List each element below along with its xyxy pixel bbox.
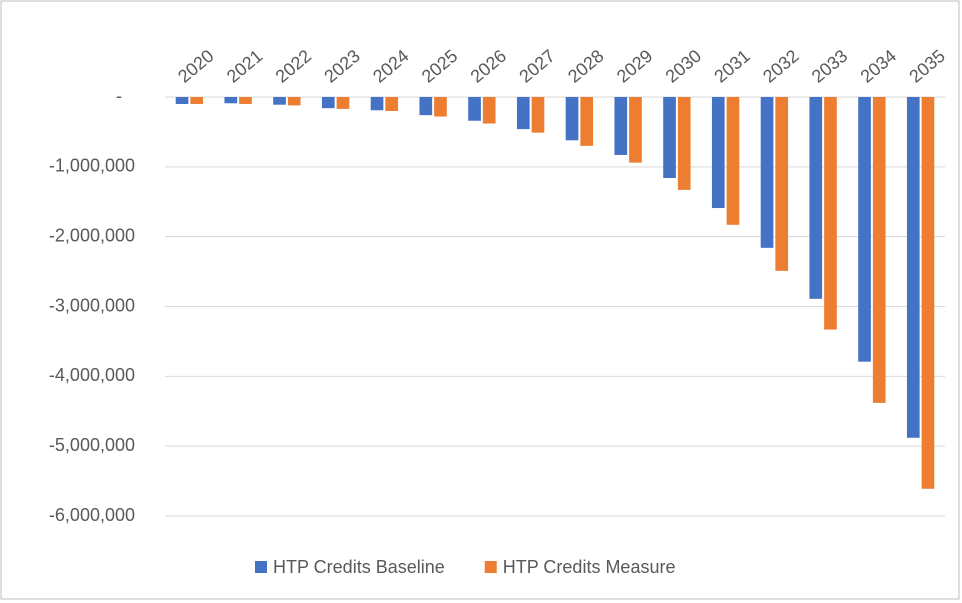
bar	[239, 97, 252, 104]
legend-label: HTP Credits Measure	[503, 557, 676, 577]
bar	[809, 97, 823, 299]
bar	[321, 97, 335, 109]
bar	[663, 97, 676, 179]
y-tick-label: -2,000,000	[49, 225, 135, 245]
bar	[434, 97, 447, 117]
bar	[419, 97, 433, 116]
bar	[190, 97, 204, 104]
bar	[516, 97, 530, 130]
legend-label: HTP Credits Baseline	[273, 557, 445, 577]
bar	[287, 97, 301, 106]
bar	[760, 97, 774, 248]
bar	[677, 97, 691, 190]
y-tick-label: -1,000,000	[49, 156, 135, 176]
bar	[858, 97, 871, 362]
bar	[482, 97, 496, 124]
bar	[872, 97, 886, 403]
legend-swatch	[484, 561, 497, 573]
y-tick-label: -3,000,000	[49, 295, 135, 315]
bar	[614, 97, 628, 155]
bar	[468, 97, 481, 121]
bar	[531, 97, 545, 133]
bar	[385, 97, 399, 111]
bar	[629, 97, 642, 163]
bar	[726, 97, 740, 225]
y-tick-label: -4,000,000	[49, 365, 135, 385]
bar	[824, 97, 837, 330]
legend-swatch	[255, 561, 267, 573]
bar	[580, 97, 594, 146]
bar	[565, 97, 579, 141]
bar	[921, 97, 935, 489]
bar	[906, 97, 920, 438]
y-tick-label: -6,000,000	[49, 505, 135, 525]
bar	[775, 97, 789, 271]
bar	[175, 97, 189, 104]
bar	[273, 97, 286, 105]
y-tick-label: -	[116, 86, 122, 106]
bar	[711, 97, 725, 209]
bar	[224, 97, 238, 104]
bar	[336, 97, 350, 109]
y-tick-label: -5,000,000	[49, 435, 135, 455]
bar	[370, 97, 384, 111]
